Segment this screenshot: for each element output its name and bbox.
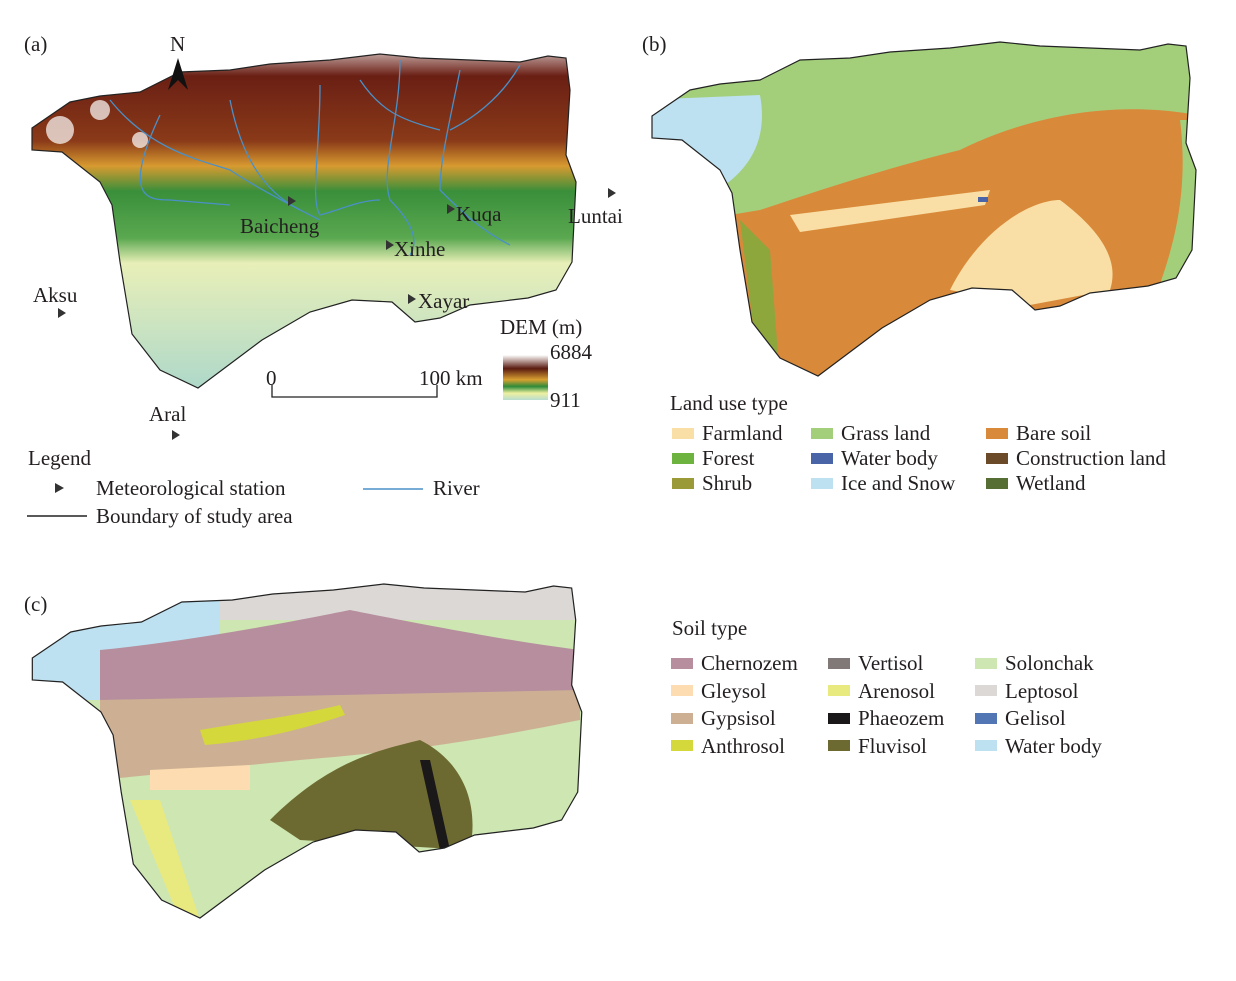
legend-label: Phaeozem: [858, 706, 945, 730]
panel-label-c: (c): [24, 592, 48, 616]
legend-label: Forest: [702, 446, 755, 470]
legend-swatch: [986, 427, 1008, 439]
legend-item: Grass land: [811, 421, 986, 446]
legend-swatch: [671, 740, 693, 752]
legend-label: Chernozem: [701, 651, 798, 675]
legend-label: Farmland: [702, 421, 783, 445]
legend-label: Water body: [841, 446, 938, 470]
legend-item: Construction land: [986, 446, 1166, 471]
legend-label: Leptosol: [1005, 678, 1079, 703]
legend-item: Shrub: [672, 471, 811, 496]
legend-swatch: [672, 452, 694, 464]
legend-item: Ice and Snow: [811, 471, 986, 496]
station-label: Kuqa: [456, 202, 502, 226]
legend-swatch: [671, 712, 693, 724]
dem-colorbar: [503, 355, 548, 400]
legend-label: Anthrosol: [701, 733, 785, 758]
station-label: Baicheng: [240, 214, 320, 238]
legend-item: Fluvisol: [828, 733, 975, 761]
station-label: Xinhe: [394, 237, 446, 261]
dem-map: [27, 53, 616, 517]
legend-swatch: [811, 427, 833, 439]
legend-item: Forest: [672, 446, 811, 471]
dem-max: 6884: [550, 340, 592, 364]
rivers: [109, 59, 521, 256]
legend-swatch: [975, 712, 997, 724]
legend-label: Gelisol: [1005, 706, 1066, 730]
soil-legend-title: Soil type: [672, 616, 748, 640]
legend-swatch: [671, 685, 693, 697]
station-label: Aksu: [33, 283, 78, 307]
legend-label: Vertisol: [858, 651, 924, 675]
legend-label: Fluvisol: [858, 733, 927, 758]
legend-swatch: [975, 740, 997, 752]
station-label: Xayar: [418, 289, 470, 313]
legend-label: Construction land: [1016, 446, 1166, 470]
land-use-legend: Farmland Grass land Bare soil Forest Water b…: [672, 421, 1166, 496]
legend-item: Gelisol: [975, 705, 1102, 733]
legend-swatch: [828, 740, 850, 752]
legend-item: Arenosol: [828, 678, 975, 706]
soil-legend: Chernozem Vertisol Solonchak Gleysol Arenoso…: [671, 650, 1102, 760]
legend-station: Meteorological station: [96, 476, 286, 500]
legend-item: Farmland: [672, 421, 811, 446]
legend-swatch: [828, 685, 850, 697]
scale-start: 0: [266, 366, 277, 390]
legend-swatch: [811, 477, 833, 489]
legend-swatch: [828, 657, 850, 669]
legend-label: Solonchak: [1005, 651, 1094, 675]
panel-label-a: (a): [24, 32, 48, 56]
legend-swatch: [975, 657, 997, 669]
soil-map: [31, 583, 583, 919]
legend-label: Arenosol: [858, 678, 935, 703]
scale-bar: [271, 385, 438, 398]
legend-item: Gypsisol: [671, 705, 828, 733]
legend-label: Grass land: [841, 421, 931, 445]
land-use-legend-title: Land use type: [670, 391, 788, 415]
legend-label: Shrub: [702, 471, 753, 495]
legend-label: Bare soil: [1016, 421, 1092, 445]
legend-item: Water body: [811, 446, 986, 471]
station-label: Aral: [149, 402, 187, 426]
scale-end: 100 km: [419, 366, 483, 390]
legend-item: Anthrosol: [671, 733, 828, 761]
station-markers: [55, 188, 616, 493]
legend-label: Ice and Snow: [841, 471, 956, 495]
legend-label: Gypsisol: [701, 706, 776, 730]
legend-swatch: [811, 452, 833, 464]
north-label: N: [170, 32, 186, 56]
legend-item: Chernozem: [671, 650, 828, 678]
land-use-map: [651, 41, 1197, 377]
legend-item: Phaeozem: [828, 705, 975, 733]
legend-swatch: [672, 427, 694, 439]
legend-swatch: [672, 477, 694, 489]
legend-label: Gleysol: [701, 678, 767, 703]
legend-swatch: [986, 477, 1008, 489]
dem-min: 911: [550, 388, 581, 412]
legend-item: Leptosol: [975, 678, 1102, 706]
legend-item: Bare soil: [986, 421, 1166, 446]
legend-item: Gleysol: [671, 678, 828, 706]
legend-item: Solonchak: [975, 650, 1102, 678]
legend-river: River: [433, 476, 480, 500]
legend-swatch: [986, 452, 1008, 464]
north-arrow-icon: [168, 58, 188, 90]
legend-swatch: [828, 712, 850, 724]
legend-boundary: Boundary of study area: [96, 504, 293, 528]
legend-item: Vertisol: [828, 650, 975, 678]
legend-item: Wetland: [986, 471, 1166, 496]
dem-title: DEM (m): [500, 315, 583, 339]
legend-label: Water body: [1005, 733, 1102, 758]
station-label: Luntai: [568, 204, 623, 228]
legend-swatch: [975, 685, 997, 697]
panel-label-b: (b): [642, 32, 667, 56]
legend-label: Wetland: [1016, 471, 1086, 495]
legend-swatch: [671, 657, 693, 669]
legend-item: Water body: [975, 733, 1102, 761]
legend-title: Legend: [28, 446, 91, 470]
